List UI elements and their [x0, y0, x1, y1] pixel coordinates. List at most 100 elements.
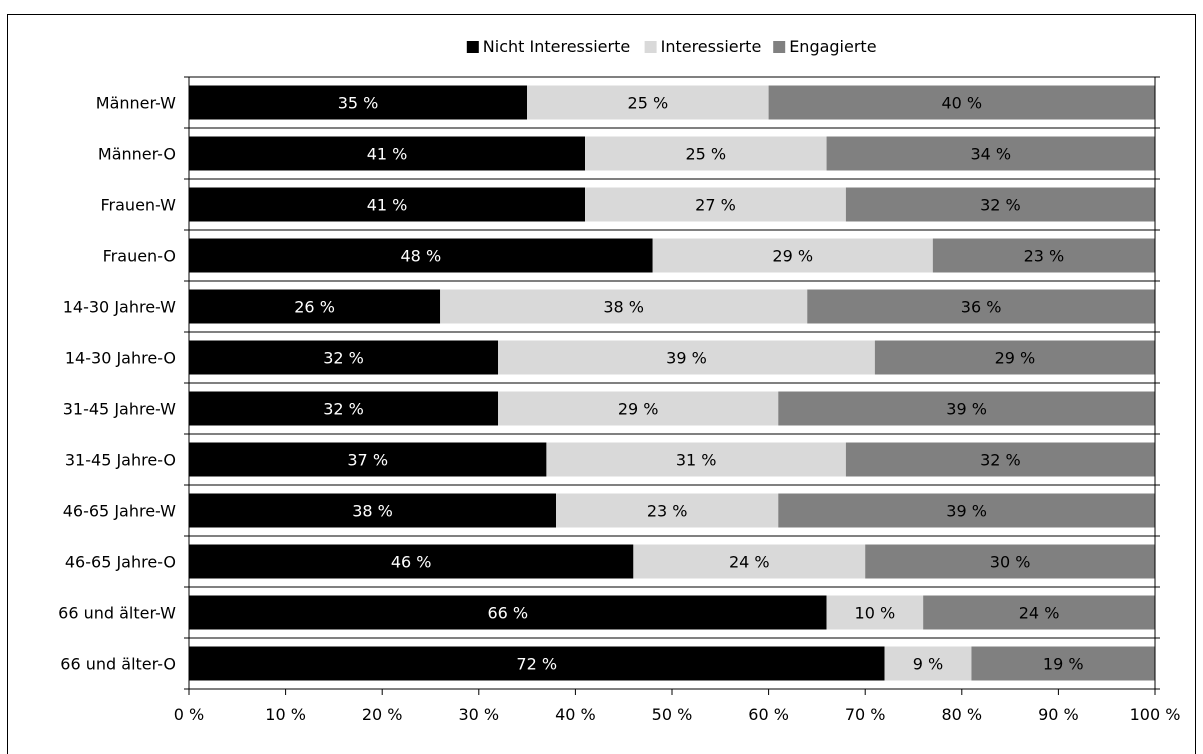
- data-label-engagierte-14-30-jahre-o: 29 %: [995, 349, 1036, 368]
- bar-interessierte-31-45-jahre-w: [498, 391, 779, 426]
- data-label-engagierte-66-und-älter-o: 19 %: [1043, 655, 1084, 674]
- bar-interessierte-31-45-jahre-o: [546, 442, 846, 477]
- bar-nicht-interessierte-männer-o: [189, 136, 586, 171]
- bar-engagierte-66-und-älter-o: [971, 646, 1155, 681]
- data-label-nicht-interessierte-66-und-älter-o: 72 %: [516, 655, 557, 674]
- x-tick-label: 30 %: [458, 705, 499, 724]
- bar-engagierte-66-und-älter-w: [923, 595, 1155, 630]
- category-label-46-65-jahre-o: 46-65 Jahre-O: [65, 553, 176, 572]
- bar-engagierte-männer-w: [768, 85, 1155, 120]
- bar-nicht-interessierte-männer-w: [189, 85, 528, 120]
- x-tick-label: 20 %: [362, 705, 403, 724]
- data-label-nicht-interessierte-männer-o: 41 %: [367, 145, 408, 164]
- bar-engagierte-frauen-o: [932, 238, 1155, 273]
- legend-label-interessierte: Interessierte: [661, 37, 762, 56]
- data-label-nicht-interessierte-66-und-älter-w: 66 %: [487, 604, 528, 623]
- category-label-14-30-jahre-w: 14-30 Jahre-W: [63, 298, 176, 317]
- data-label-interessierte-männer-w: 25 %: [628, 94, 669, 113]
- bars: 35 % 25 % 40 % 41 % 25 % 34 % 41 % 27 % 32 % 48 %…: [189, 85, 1155, 681]
- category-label-frauen-o: Frauen-O: [103, 247, 176, 266]
- category-label-14-30-jahre-o: 14-30 Jahre-O: [65, 349, 176, 368]
- data-label-nicht-interessierte-31-45-jahre-o: 37 %: [347, 451, 388, 470]
- legend: Nicht Interessierte Interessierte Engagier…: [466, 37, 877, 56]
- data-label-interessierte-46-65-jahre-w: 23 %: [647, 502, 688, 521]
- category-label-46-65-jahre-w: 46-65 Jahre-W: [63, 502, 176, 521]
- legend-label-nicht-interessierte: Nicht Interessierte: [483, 37, 630, 56]
- data-label-engagierte-frauen-w: 32 %: [980, 196, 1021, 215]
- category-label-66-und-älter-w: 66 und älter-W: [58, 604, 176, 623]
- legend-swatch-engagierte: [773, 41, 786, 53]
- bar-engagierte-14-30-jahre-w: [807, 289, 1155, 324]
- category-label-männer-w: Männer-W: [96, 94, 176, 113]
- bar-nicht-interessierte-31-45-jahre-w: [189, 391, 499, 426]
- bar-nicht-interessierte-14-30-jahre-w: [189, 289, 441, 324]
- data-label-nicht-interessierte-frauen-o: 48 %: [401, 247, 442, 266]
- bar-engagierte-frauen-w: [845, 187, 1155, 222]
- bar-nicht-interessierte-31-45-jahre-o: [189, 442, 547, 477]
- legend-swatch-interessierte: [644, 41, 657, 53]
- x-tick-label: 70 %: [845, 705, 886, 724]
- data-label-nicht-interessierte-46-65-jahre-o: 46 %: [391, 553, 432, 572]
- bar-engagierte-männer-o: [826, 136, 1155, 171]
- bar-nicht-interessierte-46-65-jahre-o: [189, 544, 634, 579]
- bar-engagierte-31-45-jahre-o: [845, 442, 1155, 477]
- bar-engagierte-46-65-jahre-w: [778, 493, 1155, 528]
- bar-nicht-interessierte-14-30-jahre-o: [189, 340, 499, 375]
- legend-swatch-nicht-interessierte: [466, 41, 479, 53]
- bar-interessierte-männer-o: [585, 136, 827, 171]
- data-label-interessierte-31-45-jahre-o: 31 %: [676, 451, 717, 470]
- data-label-engagierte-14-30-jahre-w: 36 %: [961, 298, 1002, 317]
- legend-label-engagierte: Engagierte: [789, 37, 876, 56]
- data-label-interessierte-66-und-älter-w: 10 %: [855, 604, 896, 623]
- category-label-31-45-jahre-o: 31-45 Jahre-O: [65, 451, 176, 470]
- x-tick-label: 0 %: [174, 705, 204, 724]
- bar-interessierte-frauen-o: [652, 238, 933, 273]
- bar-nicht-interessierte-frauen-w: [189, 187, 586, 222]
- bar-interessierte-männer-w: [527, 85, 769, 120]
- data-label-nicht-interessierte-14-30-jahre-o: 32 %: [323, 349, 364, 368]
- bar-interessierte-46-65-jahre-o: [633, 544, 866, 579]
- data-label-engagierte-männer-w: 40 %: [941, 94, 982, 113]
- bar-engagierte-14-30-jahre-o: [874, 340, 1155, 375]
- data-label-engagierte-31-45-jahre-o: 32 %: [980, 451, 1021, 470]
- data-label-interessierte-14-30-jahre-w: 38 %: [603, 298, 644, 317]
- data-label-engagierte-männer-o: 34 %: [970, 145, 1011, 164]
- category-label-31-45-jahre-w: 31-45 Jahre-W: [63, 400, 176, 419]
- data-label-interessierte-frauen-w: 27 %: [695, 196, 736, 215]
- axes: Männer-W Männer-O Frauen-W Frauen-O 14-30 Ja…: [58, 76, 1180, 724]
- bar-nicht-interessierte-66-und-älter-w: [189, 595, 827, 630]
- data-label-engagierte-31-45-jahre-w: 39 %: [946, 400, 987, 419]
- bar-interessierte-frauen-w: [585, 187, 846, 222]
- data-label-interessierte-frauen-o: 29 %: [772, 247, 813, 266]
- category-label-männer-o: Männer-O: [98, 145, 176, 164]
- data-label-interessierte-männer-o: 25 %: [685, 145, 726, 164]
- x-tick-label: 80 %: [941, 705, 982, 724]
- data-label-interessierte-31-45-jahre-w: 29 %: [618, 400, 659, 419]
- data-label-engagierte-46-65-jahre-w: 39 %: [946, 502, 987, 521]
- x-tick-label: 40 %: [555, 705, 596, 724]
- data-label-interessierte-14-30-jahre-o: 39 %: [666, 349, 707, 368]
- bar-interessierte-14-30-jahre-w: [440, 289, 808, 324]
- data-label-nicht-interessierte-männer-w: 35 %: [338, 94, 379, 113]
- data-label-interessierte-66-und-älter-o: 9 %: [913, 655, 943, 674]
- bar-nicht-interessierte-66-und-älter-o: [189, 646, 885, 681]
- data-label-nicht-interessierte-31-45-jahre-w: 32 %: [323, 400, 364, 419]
- bar-interessierte-14-30-jahre-o: [498, 340, 875, 375]
- data-label-engagierte-frauen-o: 23 %: [1024, 247, 1065, 266]
- data-label-engagierte-46-65-jahre-o: 30 %: [990, 553, 1031, 572]
- bar-nicht-interessierte-frauen-o: [189, 238, 653, 273]
- data-label-nicht-interessierte-46-65-jahre-w: 38 %: [352, 502, 393, 521]
- bar-engagierte-31-45-jahre-w: [778, 391, 1155, 426]
- bar-interessierte-46-65-jahre-w: [556, 493, 779, 528]
- x-tick-label: 60 %: [748, 705, 789, 724]
- data-label-nicht-interessierte-frauen-w: 41 %: [367, 196, 408, 215]
- bar-engagierte-46-65-jahre-o: [865, 544, 1155, 579]
- data-label-engagierte-66-und-älter-w: 24 %: [1019, 604, 1060, 623]
- x-tick-label: 10 %: [265, 705, 306, 724]
- data-label-interessierte-46-65-jahre-o: 24 %: [729, 553, 770, 572]
- data-label-nicht-interessierte-14-30-jahre-w: 26 %: [294, 298, 335, 317]
- x-tick-label: 50 %: [652, 705, 693, 724]
- bar-interessierte-66-und-älter-o: [884, 646, 972, 681]
- bar-interessierte-66-und-älter-w: [826, 595, 924, 630]
